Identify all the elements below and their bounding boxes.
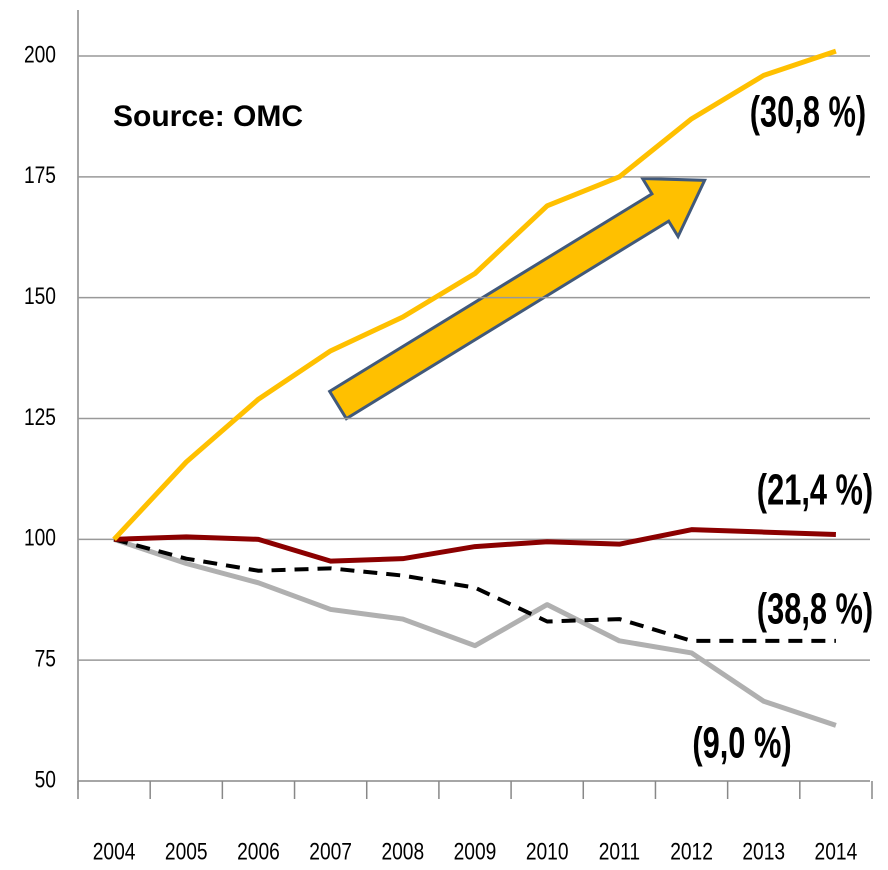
x-tick-label: 2010 bbox=[526, 837, 569, 865]
series-line bbox=[113, 536, 837, 728]
annotation: (9,0 %) bbox=[692, 719, 791, 768]
x-tick-label: 2012 bbox=[670, 837, 713, 865]
x-tick-label: 2006 bbox=[237, 837, 280, 865]
y-tick-label: 50 bbox=[35, 765, 56, 793]
y-tick-label: 75 bbox=[35, 644, 56, 672]
x-tick-label: 2011 bbox=[599, 837, 640, 865]
x-tick-label: 2005 bbox=[165, 837, 208, 865]
series-line bbox=[113, 537, 836, 643]
y-tick-label: 150 bbox=[24, 282, 56, 310]
x-tick-label: 2008 bbox=[381, 837, 424, 865]
y-tick-label: 200 bbox=[24, 40, 56, 68]
annotation: (30,8 %) bbox=[750, 88, 866, 137]
y-tick-label: 175 bbox=[24, 161, 56, 189]
trend-arrow bbox=[327, 176, 707, 421]
x-tick-label: 2014 bbox=[815, 837, 858, 865]
y-tick-label: 100 bbox=[24, 524, 56, 552]
series-line bbox=[112, 48, 837, 542]
annotation: (21,4 %) bbox=[757, 466, 873, 515]
x-tick-label: 2009 bbox=[454, 837, 497, 865]
x-tick-label: 2004 bbox=[93, 837, 136, 865]
annotation: (38,8 %) bbox=[757, 585, 873, 634]
series-line bbox=[114, 527, 836, 564]
x-tick-label: 2013 bbox=[742, 837, 785, 865]
annotation: Source: OMC bbox=[113, 100, 303, 133]
x-tick-label: 2007 bbox=[309, 837, 352, 865]
y-tick-label: 125 bbox=[24, 403, 56, 431]
